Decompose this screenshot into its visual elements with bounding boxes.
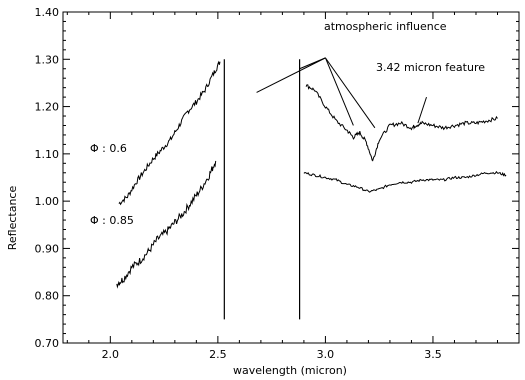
annotation-pointer-3 (324, 57, 354, 126)
x-tick-label: 2.5 (209, 348, 227, 361)
y-tick-label: 1.20 (35, 101, 60, 114)
annotation-pointer-1 (256, 57, 326, 93)
y-tick-label: 0.70 (35, 337, 60, 350)
plot-frame (62, 11, 520, 344)
plot-area-border (62, 11, 520, 344)
annotation-pointer-4 (325, 57, 376, 129)
y-tick-label: 0.80 (35, 290, 60, 303)
atmospheric-influence-label: atmospheric influence (324, 20, 447, 33)
y-tick-label: 1.10 (35, 148, 60, 161)
vertical-markers (223, 59, 301, 320)
x-tick-label: 2.0 (102, 348, 120, 361)
y-tick-labels: 0.70 0.80 0.90 1.00 1.10 1.20 1.30 1.40 (35, 6, 60, 350)
spectrum-3-micron-lower (303, 170, 507, 193)
annotation-pointer-5 (417, 96, 427, 124)
x-tick-labels: 2.0 2.5 3.0 3.5 (102, 348, 442, 361)
annotation-pointers (256, 57, 427, 129)
x-axis-label: wavelength (micron) (233, 364, 347, 377)
axis-ticks (63, 11, 519, 344)
x-tick-label: 3.5 (424, 348, 442, 361)
y-tick-label: 1.40 (35, 6, 60, 19)
feature-3-42-label: 3.42 micron feature (376, 61, 485, 74)
y-tick-label: 0.90 (35, 242, 60, 255)
spectra (116, 60, 507, 289)
spectrum-phase-0-85 (116, 160, 217, 289)
y-tick-label: 1.00 (35, 195, 60, 208)
x-tick-label: 3.0 (317, 348, 335, 361)
phi-0-6-label: Φ : 0.6 (90, 142, 127, 155)
y-tick-label: 1.30 (35, 53, 60, 66)
annotation-pointer-2 (299, 57, 326, 70)
spectrum-3-micron-upper (305, 84, 498, 162)
y-axis-label: Reflectance (6, 186, 19, 251)
spectrum-phase-0-6-lower (118, 60, 221, 206)
phi-0-85-label: Φ : 0.85 (90, 214, 134, 227)
